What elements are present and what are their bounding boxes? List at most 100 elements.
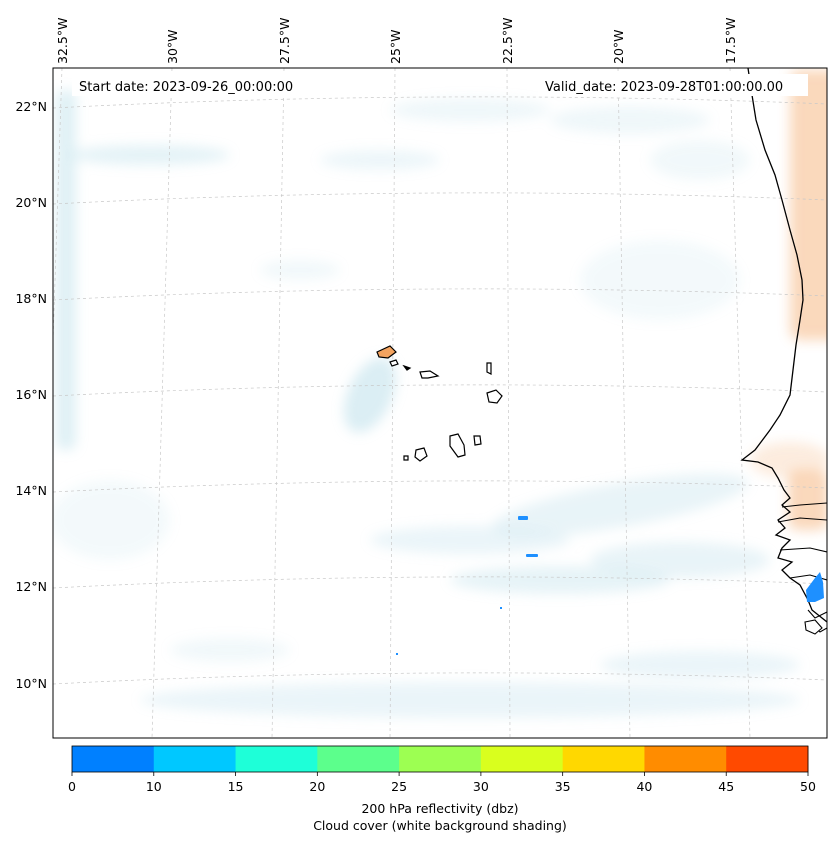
graticule (53, 68, 827, 738)
reflectivity-cell (526, 554, 538, 557)
border-lines (777, 517, 827, 633)
lat-label-16N: 16°N (15, 387, 47, 402)
colorbar-tick-label: 35 (555, 779, 571, 794)
lon-label-20W: 20°W (611, 29, 626, 64)
lon-label-17.5W: 17.5°W (723, 18, 738, 64)
lon-label-25W: 25°W (388, 29, 403, 64)
warm-band-north (790, 70, 827, 340)
lat-label-22N: 22°N (15, 99, 47, 114)
warm-patch (750, 442, 827, 478)
coastline-africa (740, 68, 827, 623)
reflectivity-cells (396, 516, 824, 655)
colorbar-segment (562, 746, 645, 772)
cloud-patch (600, 651, 800, 679)
parallel-22N (53, 96, 827, 109)
island-bissagos (804, 619, 823, 635)
lat-label-20N: 20°N (15, 195, 47, 210)
island-sal (486, 362, 492, 375)
meridian-27.5W (271, 68, 285, 738)
cloud-patch (170, 638, 290, 662)
lat-label-14N: 14°N (15, 483, 47, 498)
cloud-patch (491, 473, 749, 537)
map-border (52, 67, 828, 739)
colorbar: 0 10 15 20 25 30 35 40 45 50 200 hPa reflectivity… (68, 745, 816, 833)
reflectivity-cell (396, 653, 398, 655)
island-boa-vista (486, 389, 503, 404)
cloud-patch (650, 140, 750, 180)
cloud-patch (140, 682, 800, 718)
island-fogo (414, 447, 428, 462)
colorbar-segment (235, 746, 318, 772)
colorbar-segment (153, 746, 237, 772)
valid-date-label: Valid_date: 2023-09-28T01:00:00.00 (545, 80, 783, 95)
colorbar-tick-label: 20 (309, 779, 325, 794)
warm-band-south (788, 470, 827, 530)
colorbar-tick-label: 25 (391, 779, 407, 794)
island-santa-luzia (402, 364, 412, 371)
cloud-patch (370, 526, 570, 554)
colorbar-outline (71, 745, 809, 773)
meridian-30W (151, 68, 173, 738)
meridian-17.5W (729, 68, 751, 738)
lon-label-32.5W: 32.5°W (55, 18, 70, 64)
colorbar-segments (72, 746, 809, 772)
cloud-band-west (56, 90, 76, 450)
latitude-labels: 22°N 20°N 18°N 16°N 14°N 12°N 10°N (15, 99, 47, 691)
colorbar-tick-label: 30 (473, 779, 489, 794)
colorbar-segment (726, 746, 809, 772)
valid-date-box (538, 74, 808, 96)
meridian-25W (389, 68, 396, 738)
colorbar-segment (399, 746, 482, 772)
cloud-patch (70, 145, 230, 165)
cloud-cover-shading (53, 90, 800, 718)
colorbar-tick-label: 10 (146, 779, 162, 794)
cloud-patch (590, 542, 770, 578)
colorbar-tick-label: 40 (636, 779, 652, 794)
colorbar-tick-label: 50 (800, 779, 816, 794)
parallel-16N (53, 384, 827, 397)
cloud-patch (550, 106, 710, 134)
colorbar-label-line1: 200 hPa reflectivity (dbz) (361, 801, 518, 816)
cloud-patch (260, 260, 340, 280)
cloud-patch (53, 480, 170, 560)
warm-shading (750, 70, 827, 530)
colorbar-segment (317, 746, 400, 772)
lon-label-30W: 30°W (165, 29, 180, 64)
meridian-20W (617, 68, 631, 738)
cloud-patch (320, 150, 440, 170)
colorbar-tick-label: 15 (228, 779, 244, 794)
colorbar-segment (72, 746, 155, 772)
colorbar-ticks: 0 10 15 20 25 30 35 40 45 50 (68, 772, 816, 794)
cloud-patch (450, 566, 670, 594)
cloud-patch (580, 240, 740, 320)
colorbar-tick-label: 45 (718, 779, 734, 794)
meridian-22.5W (506, 68, 511, 738)
parallel-14N (53, 480, 827, 493)
start-date-box (72, 74, 318, 96)
island-santo-antao (376, 345, 397, 359)
island-sao-nicolau (419, 370, 440, 379)
island-santiago (449, 433, 466, 458)
lat-label-10N: 10°N (15, 676, 47, 691)
reflectivity-cell (500, 607, 502, 609)
cloud-patch (390, 98, 550, 122)
parallel-20N (53, 192, 827, 205)
colorbar-tick-label: 0 (68, 779, 76, 794)
longitude-labels: 32.5°W 30°W 27.5°W 25°W 22.5°W 20°W 17.5… (55, 18, 738, 64)
river-gambia (781, 502, 827, 508)
reflectivity-cell (518, 516, 528, 520)
parallel-10N (53, 672, 827, 685)
island-brava (403, 455, 409, 461)
colorbar-label-line2: Cloud cover (white background shading) (313, 818, 567, 833)
start-date-label: Start date: 2023-09-26_00:00:00 (79, 80, 293, 95)
lon-label-22.5W: 22.5°W (500, 18, 515, 64)
cape-verde-islands (376, 345, 503, 462)
parallel-18N (53, 288, 827, 301)
colorbar-segment (480, 746, 564, 772)
island-maio (473, 435, 482, 446)
colorbar-segment (644, 746, 727, 772)
lat-label-12N: 12°N (15, 579, 47, 594)
lon-label-27.5W: 27.5°W (277, 18, 292, 64)
lat-label-18N: 18°N (15, 291, 47, 306)
